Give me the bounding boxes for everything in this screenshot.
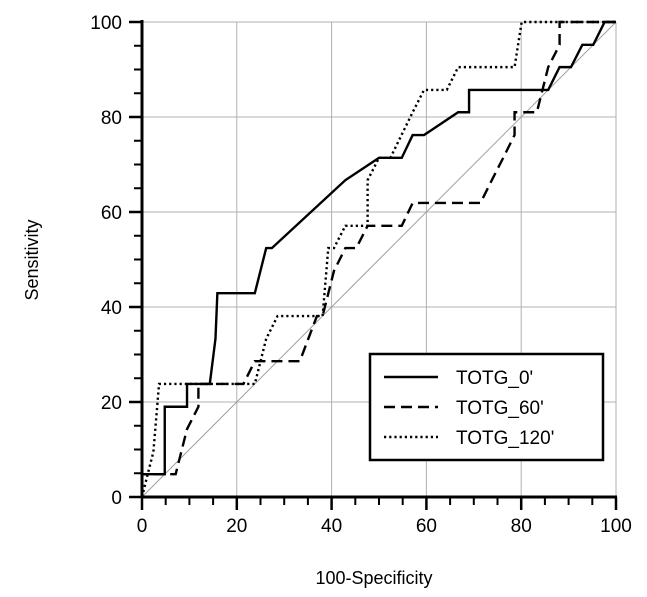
series-line-0 <box>140 20 616 497</box>
tick-labels: 0 20 40 60 80 100 0 20 40 60 80 100 <box>90 13 632 537</box>
y-tick-label-40: 40 <box>101 298 122 319</box>
x-tick-label-20: 20 <box>226 516 247 537</box>
legend: TOTG_0' TOTG_60' TOTG_120' <box>368 352 605 462</box>
x-tick-label-80: 80 <box>511 516 532 537</box>
y-tick-label-20: 20 <box>101 393 122 414</box>
y-tick-label-60: 60 <box>101 203 122 224</box>
x-tick-label-60: 60 <box>416 516 437 537</box>
x-tick-label-100: 100 <box>600 516 632 537</box>
y-tick-label-80: 80 <box>101 108 122 129</box>
y-tick-label-100: 100 <box>90 13 122 34</box>
legend-label-0: TOTG_0' <box>456 368 533 389</box>
x-axis-label: 100-Specificity <box>315 568 432 588</box>
x-tick-label-0: 0 <box>137 516 148 537</box>
y-axis-label: Sensitivity <box>22 219 42 300</box>
series-group <box>140 20 616 498</box>
reference-diagonal <box>141 21 617 498</box>
diagonal-line <box>141 21 617 498</box>
y-tick-label-0: 0 <box>111 488 122 509</box>
legend-label-2: TOTG_120' <box>456 428 554 449</box>
series-line-2 <box>140 20 616 498</box>
axes <box>129 20 618 510</box>
x-tick-label-40: 40 <box>321 516 342 537</box>
legend-label-1: TOTG_60' <box>456 398 544 419</box>
series-line-1 <box>140 20 616 497</box>
